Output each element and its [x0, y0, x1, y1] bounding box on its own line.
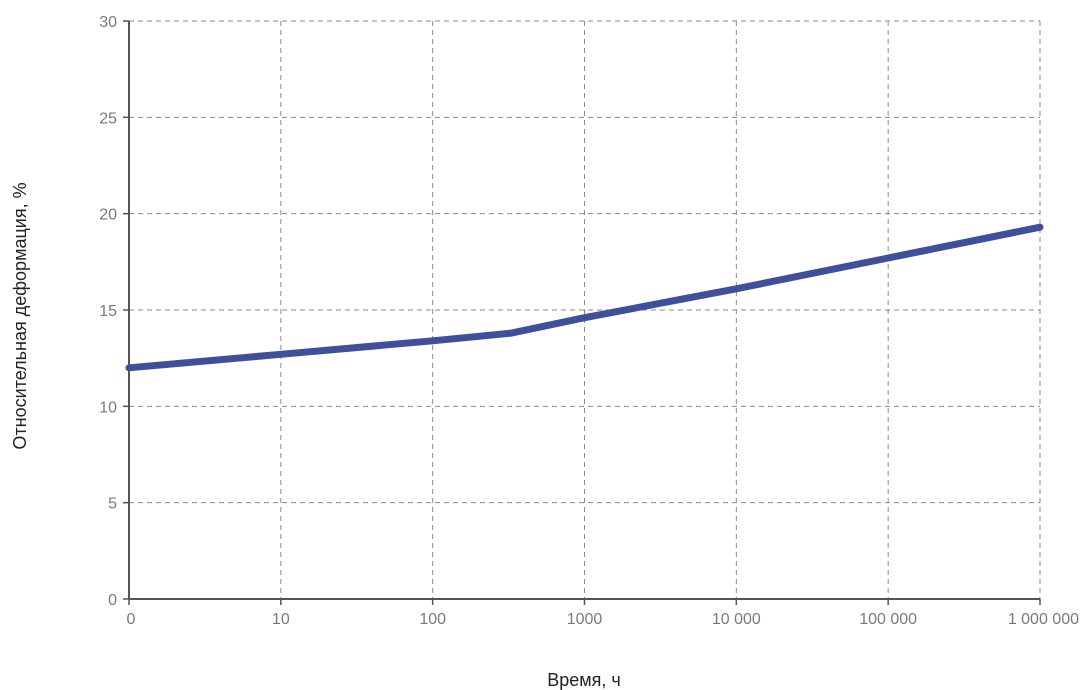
x-axis-title: Время, ч	[547, 670, 621, 690]
x-tick-label: 10 000	[712, 611, 761, 628]
x-tick-label: 0	[127, 611, 136, 628]
y-axis-title: Относительная деформация, %	[10, 182, 30, 449]
y-tick-label: 30	[99, 14, 117, 31]
x-tick-label: 1 000 000	[1008, 611, 1079, 628]
x-tick-label: 100	[419, 611, 446, 628]
x-tick-label: 1000	[567, 611, 603, 628]
x-tick-label: 10	[272, 611, 290, 628]
x-axis-ticks: 0 10 100 1000 10 000 100 000 1 000 000	[127, 599, 1079, 628]
y-tick-label: 15	[99, 303, 117, 320]
grid	[129, 20, 1041, 599]
y-tick-label: 20	[99, 207, 117, 224]
y-tick-label: 0	[108, 592, 117, 609]
y-tick-label: 5	[108, 496, 117, 513]
y-axis-ticks: 0 5 10 15 20 25 30	[99, 14, 129, 609]
series-group	[125, 223, 1044, 372]
series-line	[125, 223, 1044, 372]
y-tick-label: 25	[99, 110, 117, 127]
y-tick-label: 10	[99, 399, 117, 416]
x-tick-label: 100 000	[859, 611, 917, 628]
